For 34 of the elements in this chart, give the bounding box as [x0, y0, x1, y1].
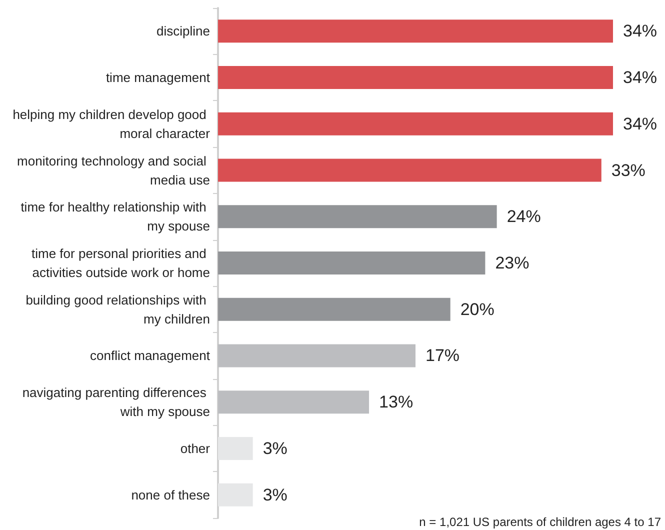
bar [218, 20, 613, 43]
data-label: 34% [623, 22, 658, 41]
bar [218, 66, 613, 90]
data-label: 34% [623, 68, 658, 88]
data-label: 23% [495, 254, 530, 272]
y-tick-label: monitoring technology and social media use [17, 153, 210, 188]
y-tick-label: none of these [131, 487, 210, 502]
bar [218, 112, 613, 136]
bar [218, 298, 450, 321]
annotation: n = 1,021 US parents of children ages 4 to 17 [419, 515, 662, 529]
y-tick-label: navigating parenting differences with my spouse [22, 385, 210, 420]
bar [218, 436, 253, 460]
bar [218, 390, 370, 414]
bar [218, 158, 602, 182]
y-tick-label: discipline [156, 24, 210, 39]
bar [218, 344, 416, 368]
y-tick-label: time management [106, 70, 210, 86]
y-tick-label: helping my children develop good moral character [12, 106, 211, 141]
y-tick-label: other [180, 440, 211, 456]
data-label: 33% [611, 160, 646, 180]
y-tick-label: conflict management [90, 348, 210, 364]
y-tick-label: time for healthy relationship with my spouse [20, 200, 210, 234]
data-label: 3% [262, 485, 288, 504]
y-tick-label: time for personal priorities and activities outside work or home [32, 246, 210, 280]
bar [218, 483, 253, 506]
data-label: 24% [506, 207, 541, 226]
y-tick-label: building good relationships with my children [26, 292, 210, 326]
data-label: 13% [379, 392, 414, 412]
bar [218, 252, 486, 274]
bar [218, 205, 497, 228]
data-label: 20% [460, 300, 494, 319]
data-label: 34% [623, 114, 658, 134]
data-label: 17% [426, 346, 460, 366]
data-label: 3% [262, 438, 288, 458]
